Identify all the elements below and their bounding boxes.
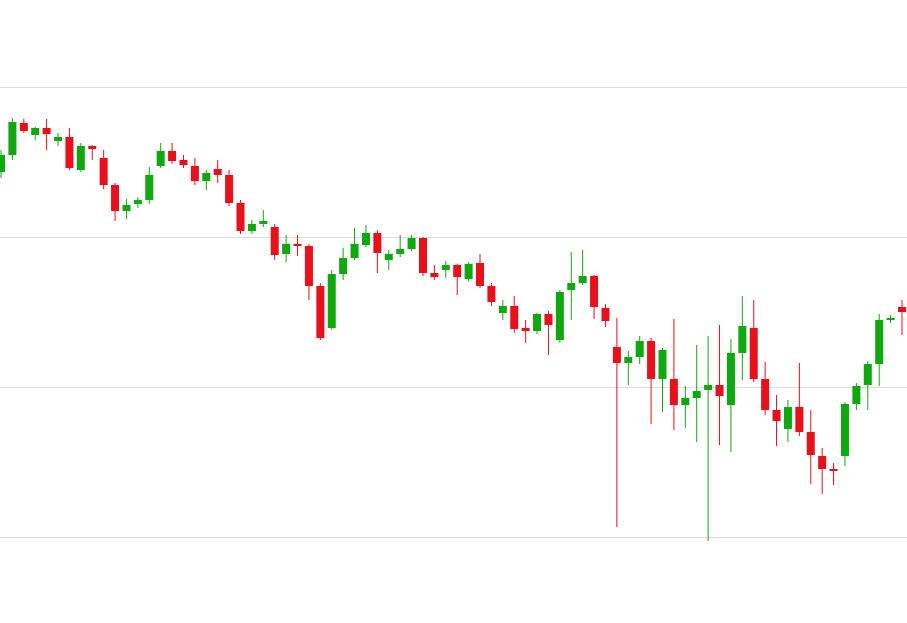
candle-body	[544, 314, 553, 325]
candle-body	[453, 265, 462, 277]
candle-body	[430, 273, 439, 277]
candle-body	[749, 328, 758, 379]
candle-body	[601, 308, 610, 321]
candle-body	[304, 246, 313, 286]
candle-body	[0, 155, 5, 172]
candle-body	[282, 244, 291, 254]
candle-body	[396, 249, 405, 254]
candle-body	[293, 244, 302, 246]
candle-body	[247, 224, 256, 231]
candle-body	[373, 233, 382, 253]
candle-body	[384, 254, 393, 260]
candle-body	[840, 404, 849, 456]
candle-body	[533, 314, 542, 331]
candle-body	[829, 469, 838, 471]
candle-body	[19, 123, 28, 131]
candle-body	[726, 353, 735, 405]
candle-body	[795, 407, 804, 432]
candle-body	[476, 263, 485, 286]
candle-body	[647, 341, 656, 379]
candle-body	[350, 244, 359, 258]
candle-body	[715, 385, 724, 396]
candle-body	[852, 386, 861, 404]
candle-body	[99, 158, 108, 185]
candle-body	[156, 151, 165, 166]
candle-body	[76, 146, 85, 170]
candle-body	[270, 227, 279, 255]
candle-body	[418, 238, 427, 273]
candle-body	[567, 283, 576, 290]
candle-body	[669, 379, 678, 405]
candle-body	[624, 357, 633, 363]
candle-body	[236, 203, 245, 231]
candle-body	[635, 341, 644, 357]
candle-body	[54, 137, 63, 141]
candle-body	[316, 286, 325, 338]
candle-body	[704, 385, 713, 390]
candle-body	[761, 379, 770, 410]
candle-body	[555, 292, 564, 340]
candle-body	[487, 286, 496, 302]
candle-body	[145, 175, 154, 200]
candle-body	[179, 160, 188, 165]
candle-body	[42, 128, 51, 134]
candle-body	[464, 264, 473, 279]
candle-body	[692, 391, 701, 398]
candle-body	[213, 169, 222, 175]
candle-body	[133, 200, 142, 204]
candle-body	[875, 320, 884, 364]
candle-body	[225, 175, 234, 203]
candle-body	[122, 205, 131, 211]
candle-body	[658, 350, 667, 379]
candle-body	[590, 276, 599, 307]
candle-body	[88, 146, 97, 149]
candle-body	[681, 398, 690, 405]
candle-body	[441, 265, 450, 270]
candle-body	[168, 151, 177, 161]
candle-body	[578, 276, 587, 283]
candle-body	[738, 326, 747, 353]
candle-body	[886, 318, 895, 320]
candle-body	[327, 274, 336, 328]
candle-body	[612, 347, 621, 363]
candle-body	[806, 432, 815, 455]
candle-body	[8, 122, 17, 155]
candle-body	[818, 456, 827, 469]
candle-body	[498, 306, 507, 313]
candle-body	[521, 328, 530, 331]
candle-body	[510, 306, 519, 329]
candle-body	[772, 410, 781, 421]
candle-body	[898, 307, 906, 312]
candle-body	[65, 137, 74, 168]
candle-body	[190, 166, 199, 181]
candle-body	[339, 258, 348, 274]
candle-body	[202, 173, 211, 181]
candle-body	[407, 238, 416, 249]
candle-body	[259, 221, 268, 224]
candle-body	[31, 128, 40, 135]
candle-body	[783, 407, 792, 429]
candle-body	[111, 185, 120, 211]
candle-body	[361, 233, 370, 245]
candle-body	[863, 364, 872, 385]
